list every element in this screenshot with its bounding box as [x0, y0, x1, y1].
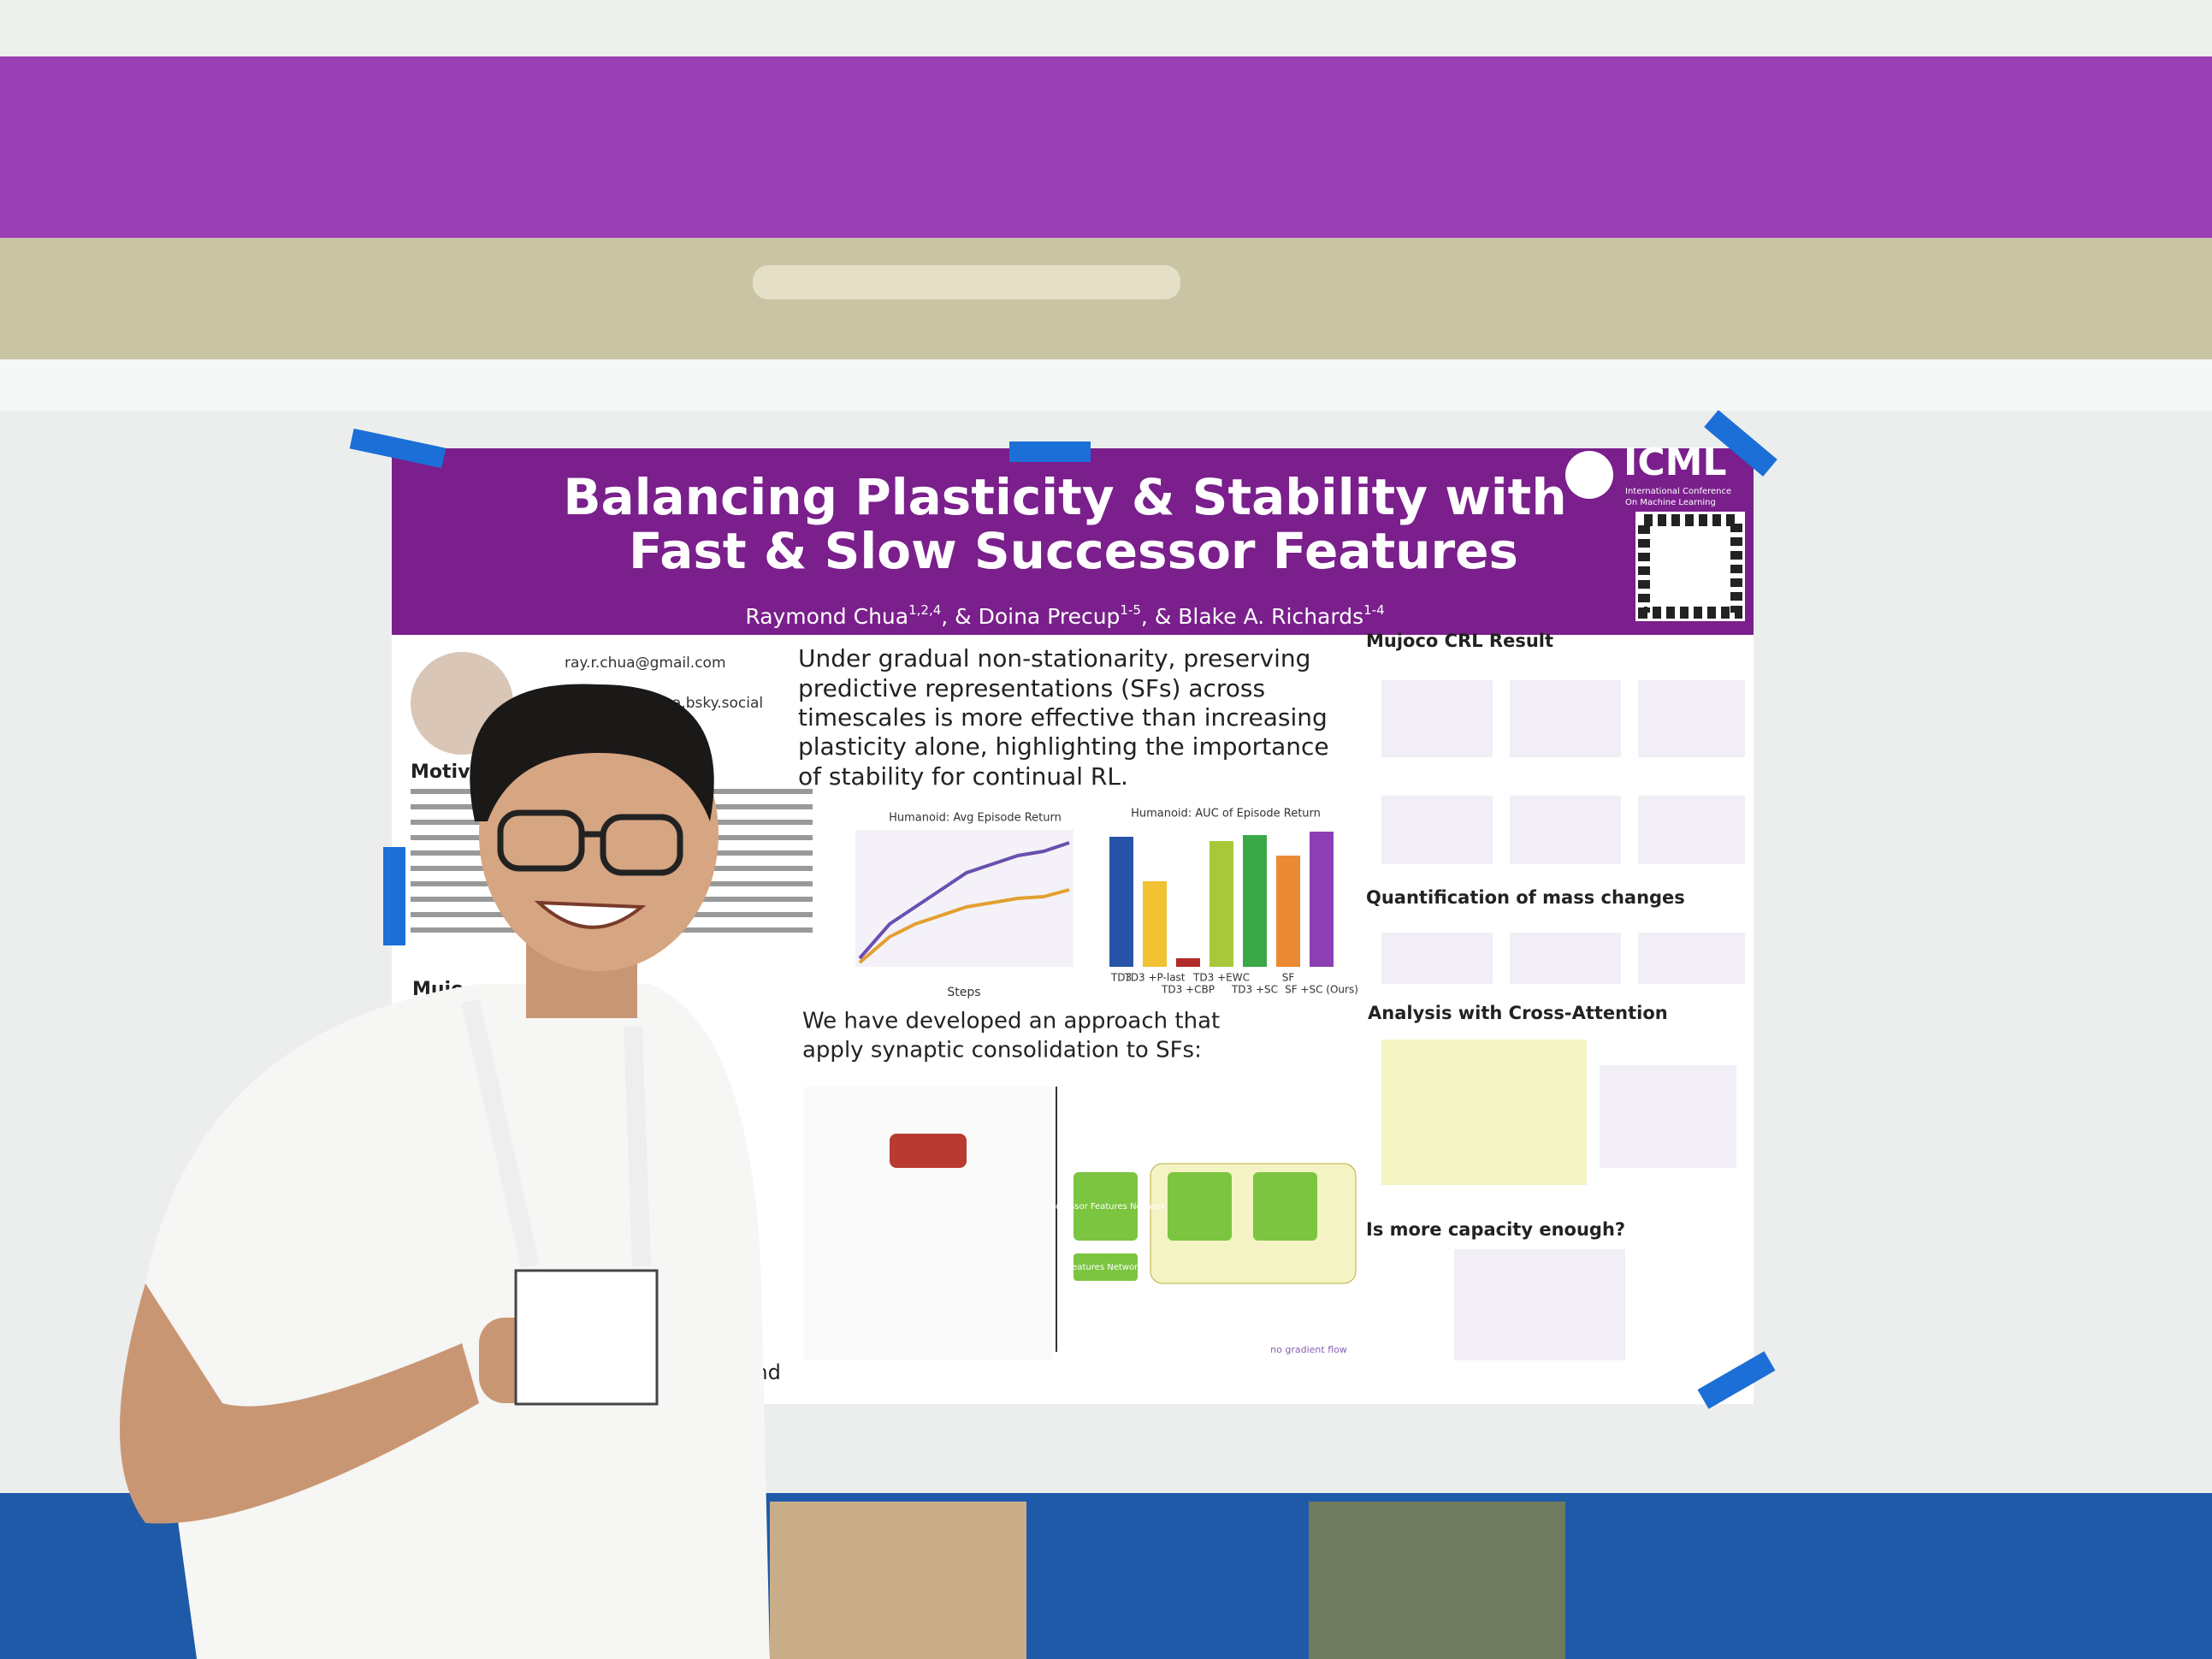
x-label: Steps — [947, 986, 980, 999]
tape — [1704, 410, 1777, 477]
logo-icon — [1565, 451, 1613, 499]
qr-code — [1635, 512, 1745, 621]
tape — [1009, 441, 1091, 462]
diagram-label: Features Network — [1068, 1263, 1143, 1272]
bar — [1276, 856, 1300, 967]
diagram-box — [1253, 1172, 1317, 1241]
glasses — [497, 809, 683, 876]
approach: We have developed an approach that — [802, 1009, 1220, 1034]
tape — [1697, 1351, 1776, 1409]
board-top — [0, 359, 2212, 411]
bar — [1210, 841, 1233, 967]
chart-title: Humanoid: AUC of Episode Return — [1131, 808, 1321, 821]
ceiling — [0, 0, 2212, 60]
authors: Raymond Chua1,2,4, & Doina Precup1-5, & … — [745, 602, 1384, 630]
section-heading: Quantification of mass changes — [1366, 887, 1685, 908]
logo: ICML — [1624, 441, 1726, 484]
diagram-box — [1073, 1172, 1138, 1241]
hair — [470, 684, 714, 821]
smile — [534, 900, 647, 929]
category-label: TD3 +CBP — [1161, 984, 1215, 996]
category-label: TD3 +SC — [1231, 984, 1278, 996]
category-label: TD3 — [1110, 972, 1132, 984]
bar — [1176, 958, 1200, 967]
lanyard — [624, 1026, 651, 1267]
section-heading: Analysis with Cross-Attention — [1368, 1003, 1668, 1023]
diagram-cylinders — [890, 1134, 967, 1168]
mini-chart — [1381, 680, 1493, 757]
key-finding: of stability for continual RL. — [798, 762, 1128, 791]
pipe — [753, 265, 1180, 299]
attention-diagram — [1381, 1040, 1587, 1185]
mini-chart — [1510, 933, 1621, 984]
key-finding: predictive representations (SFs) across — [798, 674, 1265, 702]
mini-chart — [1638, 796, 1745, 864]
mini-chart — [1638, 680, 1745, 757]
author: , & Doina Precup — [941, 604, 1120, 629]
key-finding: Under gradual non-stationarity, preservi… — [798, 644, 1310, 672]
tape — [349, 428, 447, 469]
diagram-box — [1168, 1172, 1232, 1241]
affil: 1,2,4 — [908, 602, 941, 618]
bar — [1143, 881, 1167, 967]
poster-header — [392, 448, 1754, 635]
mini-chart — [1381, 933, 1493, 984]
key-finding: timescales is more effective than increa… — [798, 703, 1328, 732]
tape — [383, 847, 405, 945]
approach: apply synaptic consolidation to SFs: — [802, 1038, 1202, 1064]
section-heading: Mujoco CRL Result — [1366, 631, 1553, 651]
affil: 1-5 — [1120, 602, 1141, 618]
section-heading: Is more capacity enough? — [1366, 1219, 1625, 1240]
lanyard — [461, 998, 540, 1269]
person-legs — [770, 1502, 1026, 1659]
author: Raymond Chua — [745, 604, 908, 629]
section-heading: Motiv — [411, 761, 470, 783]
diagram-label: Successor Features Network — [1044, 1202, 1166, 1212]
arm — [120, 1283, 479, 1524]
mini-chart — [1510, 680, 1621, 757]
logo-subtitle: International Conference — [1625, 487, 1731, 496]
category-label: SF — [1282, 972, 1295, 984]
qr-pattern — [1638, 514, 1742, 619]
mini-chart — [1600, 1065, 1736, 1168]
bar — [1243, 835, 1267, 967]
logo-subtitle: On Machine Learning — [1625, 498, 1716, 507]
mini-chart — [1381, 796, 1493, 864]
affil: 1-4 — [1363, 602, 1385, 618]
mini-chart — [1638, 933, 1745, 984]
ceiling-beams — [0, 238, 2212, 366]
diagram-label: no gradient flow — [1270, 1344, 1347, 1355]
chart-line — [858, 888, 1070, 964]
diagram-a — [804, 1087, 1052, 1360]
chart-line — [858, 841, 1070, 960]
poster-title: Balancing Plasticity & Stability with — [563, 468, 1566, 526]
mini-chart — [1454, 1249, 1625, 1360]
mini-chart — [1510, 796, 1621, 864]
category-label: TD3 +EWC — [1192, 972, 1250, 984]
person-legs — [1309, 1502, 1565, 1659]
purple-band — [0, 56, 2212, 240]
email: ray.r.chua@gmail.com — [565, 655, 726, 672]
poster-title: Fast & Slow Successor Features — [629, 522, 1518, 580]
category-label: TD3 +P-last — [1123, 972, 1185, 984]
key-finding: plasticity alone, highlighting the impor… — [798, 732, 1329, 761]
chart-title: Humanoid: Avg Episode Return — [889, 812, 1062, 825]
author: , & Blake A. Richards — [1141, 604, 1363, 629]
diagram-box — [1073, 1253, 1138, 1281]
bar — [1310, 832, 1334, 967]
bar-chart — [1109, 832, 1334, 967]
category-label: SF +SC (Ours) — [1285, 984, 1358, 996]
bar — [1109, 837, 1133, 967]
badge — [514, 1269, 659, 1406]
